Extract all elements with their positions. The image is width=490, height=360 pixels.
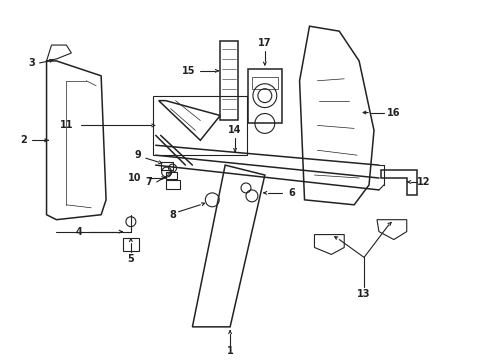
Text: 12: 12 (417, 177, 430, 187)
Bar (166, 172, 176, 179)
Text: 14: 14 (228, 125, 242, 135)
Bar (153, 96, 247, 155)
Text: 13: 13 (357, 289, 371, 299)
Text: 1: 1 (227, 346, 234, 356)
Text: 8: 8 (169, 210, 176, 220)
Text: 15: 15 (182, 66, 195, 76)
Text: 17: 17 (258, 38, 271, 48)
Bar (161, 162, 172, 170)
Text: 11: 11 (60, 121, 73, 130)
Bar (220, 41, 238, 121)
Bar (252, 77, 278, 89)
Bar (166, 180, 179, 189)
Text: 6: 6 (288, 188, 295, 198)
Text: 2: 2 (21, 135, 27, 145)
Bar (248, 69, 282, 123)
Text: 9: 9 (134, 150, 141, 160)
Bar (123, 238, 139, 251)
Text: 7: 7 (146, 177, 152, 187)
Text: 3: 3 (28, 58, 35, 68)
Text: 16: 16 (387, 108, 401, 117)
Text: 4: 4 (76, 226, 83, 237)
Text: 10: 10 (128, 173, 142, 183)
Text: 5: 5 (127, 255, 134, 264)
